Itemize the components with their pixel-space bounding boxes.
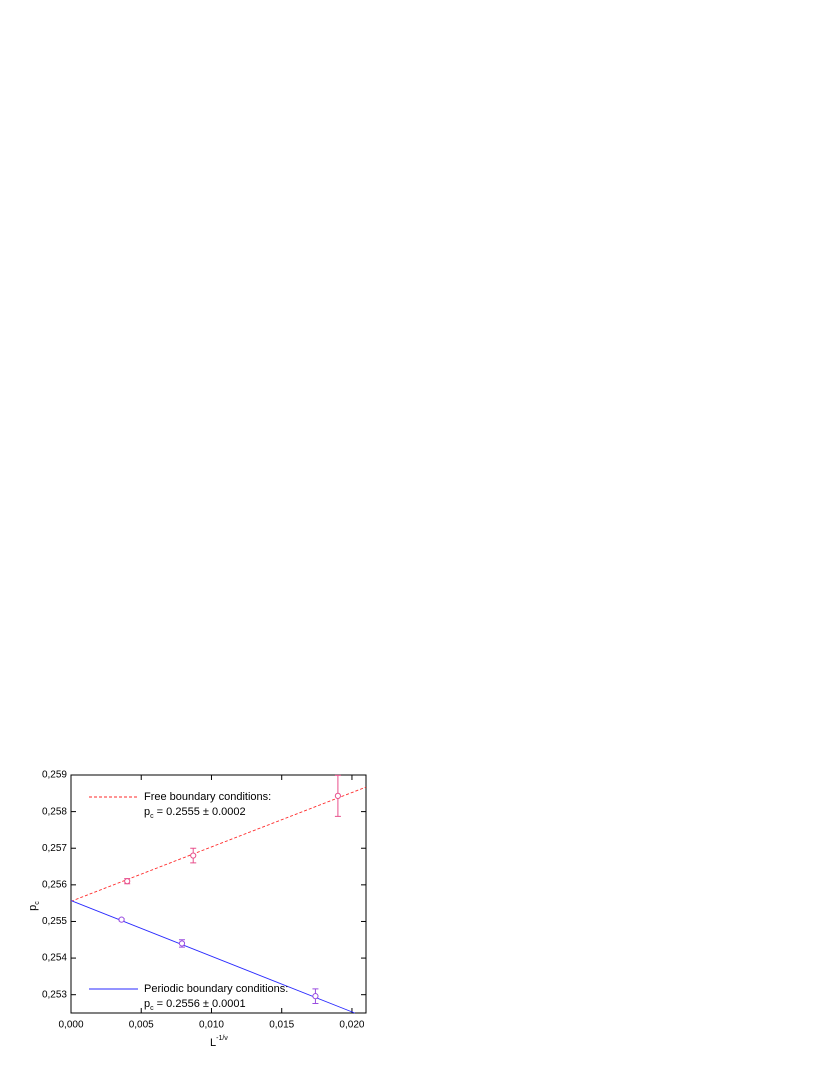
fit-line (70, 786, 367, 902)
result-main: p (144, 806, 150, 818)
data-point (312, 993, 319, 1000)
x-tick-label: 0,020 (339, 1020, 364, 1031)
x-tick-label: 0,015 (269, 1020, 294, 1031)
x-label-sup: -1/ν (216, 1035, 228, 1042)
result-main: p (144, 998, 150, 1010)
data-point (124, 878, 131, 885)
y-tick-label: 0,254 (42, 953, 67, 964)
y-axis-label: pc (27, 901, 41, 911)
result-rest: = 0.2556 ± 0.0001 (154, 998, 246, 1010)
data-point (178, 940, 186, 947)
y-tick-label: 0,255 (42, 916, 67, 927)
fit-result: pc = 0.2556 ± 0.0001 (144, 998, 246, 1012)
fit-line (70, 900, 355, 1014)
plot-frame (70, 774, 367, 1014)
y-tick-label: 0,257 (42, 843, 67, 854)
y-tick-label: 0,253 (42, 989, 67, 1000)
x-axis-label: L-1/ν (210, 1035, 228, 1049)
result-rest: = 0.2555 ± 0.0002 (154, 806, 246, 818)
y-tick-label: 0,256 (42, 879, 67, 890)
x-tick-label: 0,010 (199, 1020, 224, 1031)
x-tick-label: 0,000 (58, 1020, 83, 1031)
y-tick-label: 0,258 (42, 806, 67, 817)
y-label-main: p (27, 905, 39, 911)
x-label-main: L (210, 1037, 216, 1049)
data-point (118, 916, 125, 923)
legend-label: Periodic boundary conditions: (144, 983, 288, 995)
legend-label: Free boundary conditions: (144, 791, 271, 803)
x-tick-label: 0,005 (129, 1020, 154, 1031)
result-sub: c (150, 813, 154, 820)
data-point (334, 792, 342, 799)
fit-result: pc = 0.2555 ± 0.0002 (144, 806, 246, 820)
result-sub: c (150, 1005, 154, 1012)
y-tick-label: 0,259 (42, 770, 67, 781)
data-point (190, 852, 197, 859)
y-label-sub: c (34, 901, 41, 905)
